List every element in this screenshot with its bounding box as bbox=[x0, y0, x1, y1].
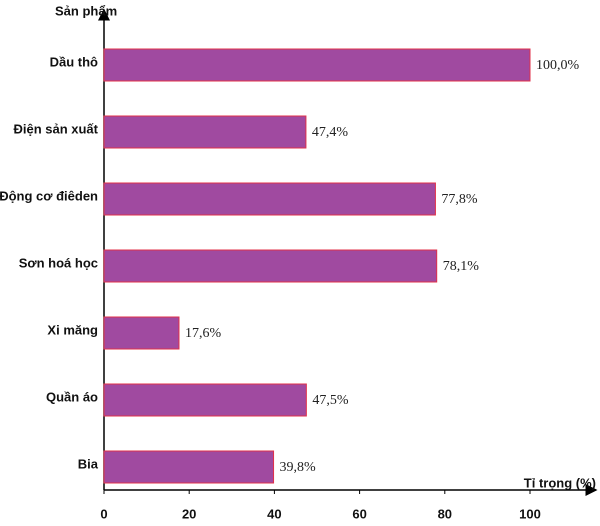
value-label: 17,6% bbox=[185, 326, 222, 341]
category-label: Sơn hoá học bbox=[19, 255, 98, 270]
value-label: 78,1% bbox=[443, 259, 480, 274]
x-tick-label: 40 bbox=[267, 506, 281, 521]
bar bbox=[103, 383, 307, 417]
x-tick-label: 60 bbox=[352, 506, 366, 521]
category-label: Điện sản xuất bbox=[13, 121, 98, 136]
x-tick-label: 80 bbox=[438, 506, 452, 521]
x-tick-label: 0 bbox=[100, 506, 107, 521]
y-axis-title: Sản phẩm bbox=[55, 3, 117, 18]
bar bbox=[103, 316, 180, 350]
bar bbox=[103, 48, 531, 82]
bar bbox=[103, 450, 275, 484]
category-label: Động cơ điêden bbox=[0, 188, 98, 203]
x-tick-label: 20 bbox=[182, 506, 196, 521]
value-label: 47,4% bbox=[312, 125, 349, 140]
category-label: Bia bbox=[78, 456, 99, 471]
category-label: Xi măng bbox=[47, 322, 98, 337]
value-label: 77,8% bbox=[441, 192, 478, 207]
bar bbox=[103, 182, 436, 216]
category-label: Quần áo bbox=[46, 389, 98, 404]
x-axis-title: Tỉ trọng (%) bbox=[524, 475, 596, 490]
value-label: 39,8% bbox=[280, 460, 317, 475]
bar bbox=[103, 249, 438, 283]
x-tick-label: 100 bbox=[519, 506, 541, 521]
value-label: 47,5% bbox=[312, 393, 349, 408]
category-label: Dầu thô bbox=[50, 54, 98, 69]
bar bbox=[103, 115, 307, 149]
value-label: 100,0% bbox=[536, 58, 580, 73]
